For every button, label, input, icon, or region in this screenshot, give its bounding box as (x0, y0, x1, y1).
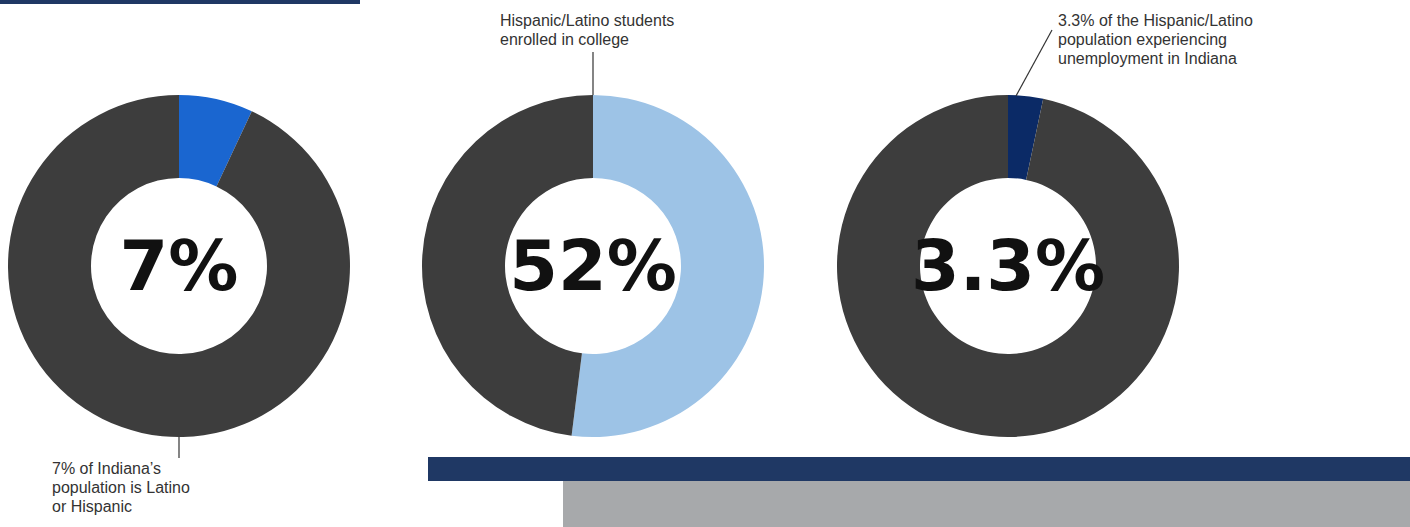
header-rule (0, 0, 360, 4)
donut-slice (8, 95, 350, 437)
donut-slice (837, 95, 1179, 437)
canvas: 7% 7% of Indiana’spopulation is Latinoor … (0, 0, 1410, 527)
donut-chart: 3.3% (837, 95, 1179, 437)
leader-line (1016, 30, 1052, 96)
donut-chart: 52% (422, 95, 764, 437)
donut-chart: 7% (8, 95, 350, 437)
leader-line (178, 437, 179, 458)
center-label: 3.3% (911, 225, 1105, 307)
center-label: 7% (120, 225, 239, 307)
photo-placeholder (563, 481, 1410, 527)
section-bar (428, 457, 1410, 481)
annotation: 7% of Indiana’spopulation is Latinoor Hi… (52, 460, 190, 515)
annotation: Hispanic/Latino studentsenrolled in coll… (500, 12, 674, 48)
annotation: 3.3% of the Hispanic/Latinopopulation ex… (1058, 12, 1253, 67)
leader-line (592, 52, 593, 95)
center-label: 52% (509, 225, 677, 307)
